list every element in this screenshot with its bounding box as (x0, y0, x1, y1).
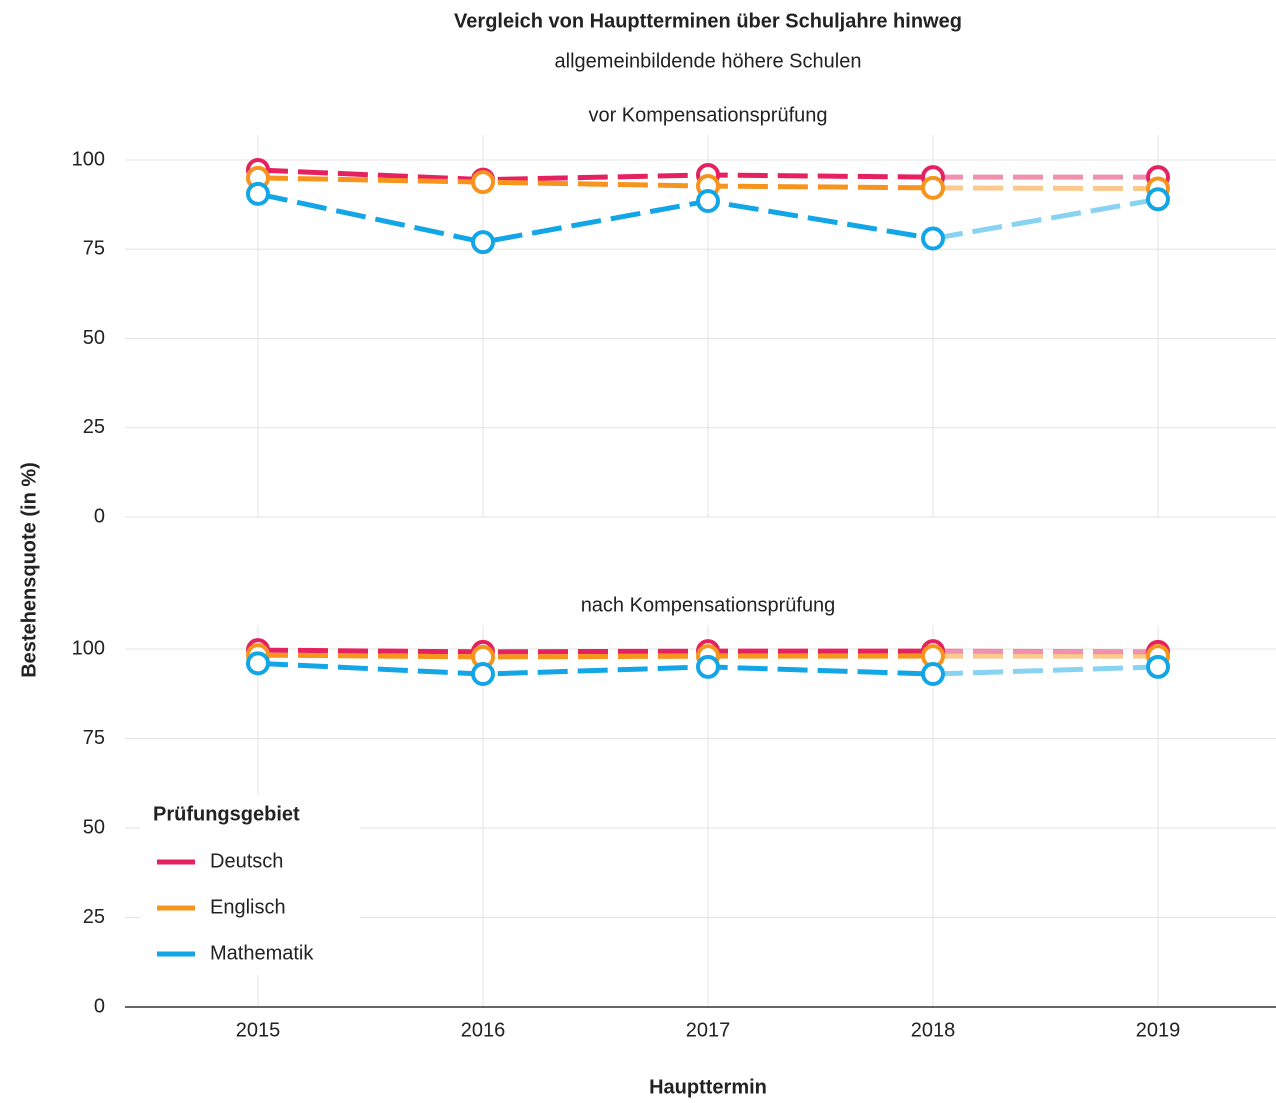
point-marker (1146, 654, 1170, 679)
legend-label: Deutsch (210, 850, 283, 872)
panel-title: nach Kompensationsprüfung (581, 594, 836, 616)
y-tick-label: 25 (83, 416, 105, 438)
series-line-faded (932, 196, 1159, 242)
point-marker (696, 654, 720, 679)
y-tick-label: 50 (83, 816, 105, 838)
x-tick-label: 2017 (686, 1019, 731, 1041)
series-line (257, 647, 933, 655)
legend-background (140, 795, 360, 975)
y-tick-label: 100 (72, 148, 105, 170)
point-marker (246, 651, 270, 676)
point-marker (921, 175, 945, 200)
chart-title: Vergleich von Hauptterminen über Schulja… (454, 10, 962, 32)
series-line (257, 652, 933, 660)
y-tick-label: 0 (94, 995, 105, 1017)
y-tick-label: 50 (83, 327, 105, 349)
y-tick-label: 25 (83, 906, 105, 928)
legend-title: Prüfungsgebiet (153, 803, 300, 825)
x-tick-label: 2019 (1136, 1019, 1181, 1041)
point-marker (696, 189, 720, 214)
panel-title: vor Kompensationsprüfung (588, 104, 827, 126)
point-marker (471, 230, 495, 255)
x-tick-label: 2018 (911, 1019, 956, 1041)
legend-label: Englisch (210, 896, 286, 918)
series-line (257, 167, 934, 183)
series-line-faded (932, 664, 1159, 677)
y-tick-label: 75 (83, 238, 105, 260)
point-marker (921, 662, 945, 687)
series-line-faded (932, 185, 1159, 192)
x-tick-label: 2016 (461, 1019, 506, 1041)
y-tick-label: 75 (83, 727, 105, 749)
y-tick-label: 100 (72, 637, 105, 659)
point-marker (471, 662, 495, 687)
chart-subtitle: allgemeinbildende höhere Schulen (555, 50, 862, 72)
point-marker (471, 170, 495, 195)
legend-label: Mathematik (210, 942, 314, 964)
y-axis-label: Bestehensquote (in %) (18, 462, 40, 678)
point-marker (921, 226, 945, 251)
series-line (257, 660, 934, 677)
point-marker (246, 181, 270, 206)
point-marker (1146, 187, 1170, 212)
series-line-faded (932, 648, 1159, 655)
series-line (257, 175, 934, 191)
y-tick-label: 0 (94, 505, 105, 527)
x-axis-label: Haupttermin (649, 1076, 767, 1098)
x-tick-label: 2015 (236, 1019, 281, 1041)
series-line (257, 191, 934, 245)
